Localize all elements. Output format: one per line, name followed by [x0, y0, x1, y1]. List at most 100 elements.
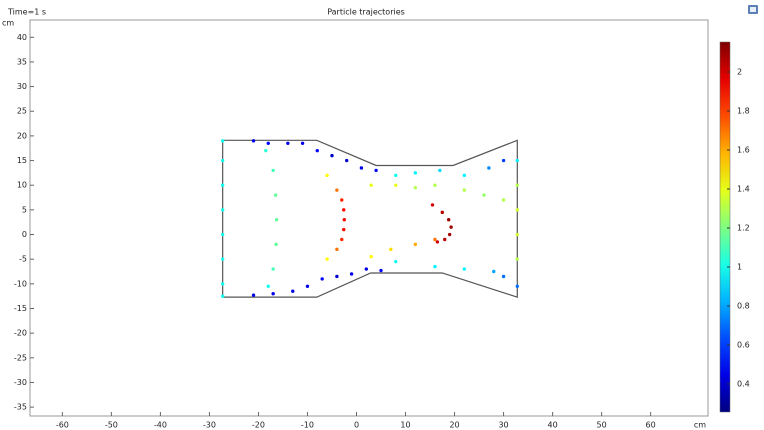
particle	[325, 257, 329, 261]
particle	[359, 166, 364, 170]
particle	[342, 208, 346, 212]
export-icon[interactable]	[748, 5, 758, 14]
colorbar-tick-label: 0.6	[737, 340, 750, 349]
plot-frame	[29, 19, 709, 417]
particle	[251, 139, 256, 143]
y-tick-label: 10	[17, 181, 27, 190]
x-tick-label: 10	[400, 421, 410, 430]
particle	[220, 257, 225, 261]
particle	[438, 168, 442, 173]
particle	[462, 267, 467, 271]
particle	[315, 148, 319, 153]
colorbar-tick-label: 1.4	[737, 184, 750, 193]
particle	[487, 166, 491, 170]
particle	[220, 294, 225, 298]
particle	[462, 188, 467, 192]
x-tick-label: -60	[56, 421, 69, 430]
particle	[264, 148, 268, 153]
particle	[300, 141, 305, 145]
colorbar-tick-label: 2	[737, 68, 742, 77]
particle	[330, 153, 334, 158]
particle	[220, 232, 225, 237]
particle	[433, 264, 437, 269]
y-tick-label: 30	[17, 82, 27, 91]
particle	[271, 168, 275, 173]
y-tick-label: 15	[17, 156, 27, 165]
icon-inner[interactable]	[750, 7, 756, 12]
particle	[501, 198, 506, 202]
y-tick-label: 40	[17, 33, 27, 42]
particle	[266, 141, 270, 145]
y-tick-label: -10	[14, 279, 27, 288]
particle	[364, 267, 369, 271]
y-unit: cm	[2, 19, 14, 28]
particle	[325, 173, 329, 178]
x-tick-label: -40	[154, 421, 167, 430]
particle	[446, 218, 451, 222]
particle	[220, 282, 225, 286]
particle	[349, 272, 354, 276]
x-tick-label: -10	[301, 421, 314, 430]
colorbar-tick-label: 1	[737, 262, 742, 271]
particle	[443, 237, 447, 242]
colorbar	[719, 41, 731, 413]
particle	[447, 232, 452, 237]
particle	[394, 259, 398, 264]
particle	[515, 257, 519, 261]
particle	[335, 188, 339, 192]
particle	[266, 284, 270, 289]
particle	[220, 208, 225, 212]
particle	[340, 198, 344, 202]
x-tick-label: 0	[354, 421, 359, 430]
particle	[344, 158, 349, 163]
particle	[273, 193, 278, 197]
particle	[413, 185, 418, 190]
time-label: Time=1 s	[7, 8, 46, 17]
x-tick-label: -30	[203, 421, 216, 430]
particle	[515, 183, 519, 187]
particle	[515, 284, 519, 289]
y-tick-label: 25	[17, 107, 27, 116]
chart-title: Particle trajectories	[327, 8, 405, 17]
particle	[320, 277, 324, 281]
y-tick-label: -25	[14, 353, 27, 362]
particle	[374, 168, 378, 173]
particle	[430, 203, 435, 207]
particle	[369, 255, 373, 259]
particle	[413, 171, 418, 175]
particle	[440, 210, 444, 215]
particle	[271, 291, 275, 296]
particle	[340, 237, 344, 242]
particle	[433, 237, 437, 242]
particle	[220, 183, 225, 187]
particle	[286, 141, 290, 145]
particle	[449, 225, 453, 229]
particle	[291, 289, 295, 293]
particle	[492, 269, 496, 274]
particle	[501, 274, 506, 279]
particle	[413, 242, 418, 247]
y-tick-label: 20	[17, 131, 27, 140]
y-tick-label: -35	[14, 403, 27, 412]
particle	[379, 268, 383, 273]
particle	[435, 240, 440, 244]
y-tick-label: -30	[14, 378, 27, 387]
particle	[335, 274, 339, 279]
geometry-outline	[222, 139, 518, 298]
x-tick-label: 20	[449, 421, 459, 430]
particle	[515, 208, 519, 212]
colorbar-tick-label: 1.2	[737, 223, 750, 232]
x-tick-label: 60	[646, 421, 656, 430]
colorbar-tick-label: 1.6	[737, 145, 750, 154]
colorbar-tick-label: 1.8	[737, 107, 750, 116]
particle	[274, 242, 278, 247]
particle	[342, 227, 346, 232]
y-tick-label: 5	[22, 205, 27, 214]
x-tick-label: 30	[498, 421, 508, 430]
x-tick-label: -50	[105, 421, 118, 430]
particle	[394, 183, 398, 187]
y-tick-label: 0	[22, 230, 27, 239]
particle	[251, 293, 256, 297]
particle	[335, 247, 339, 252]
